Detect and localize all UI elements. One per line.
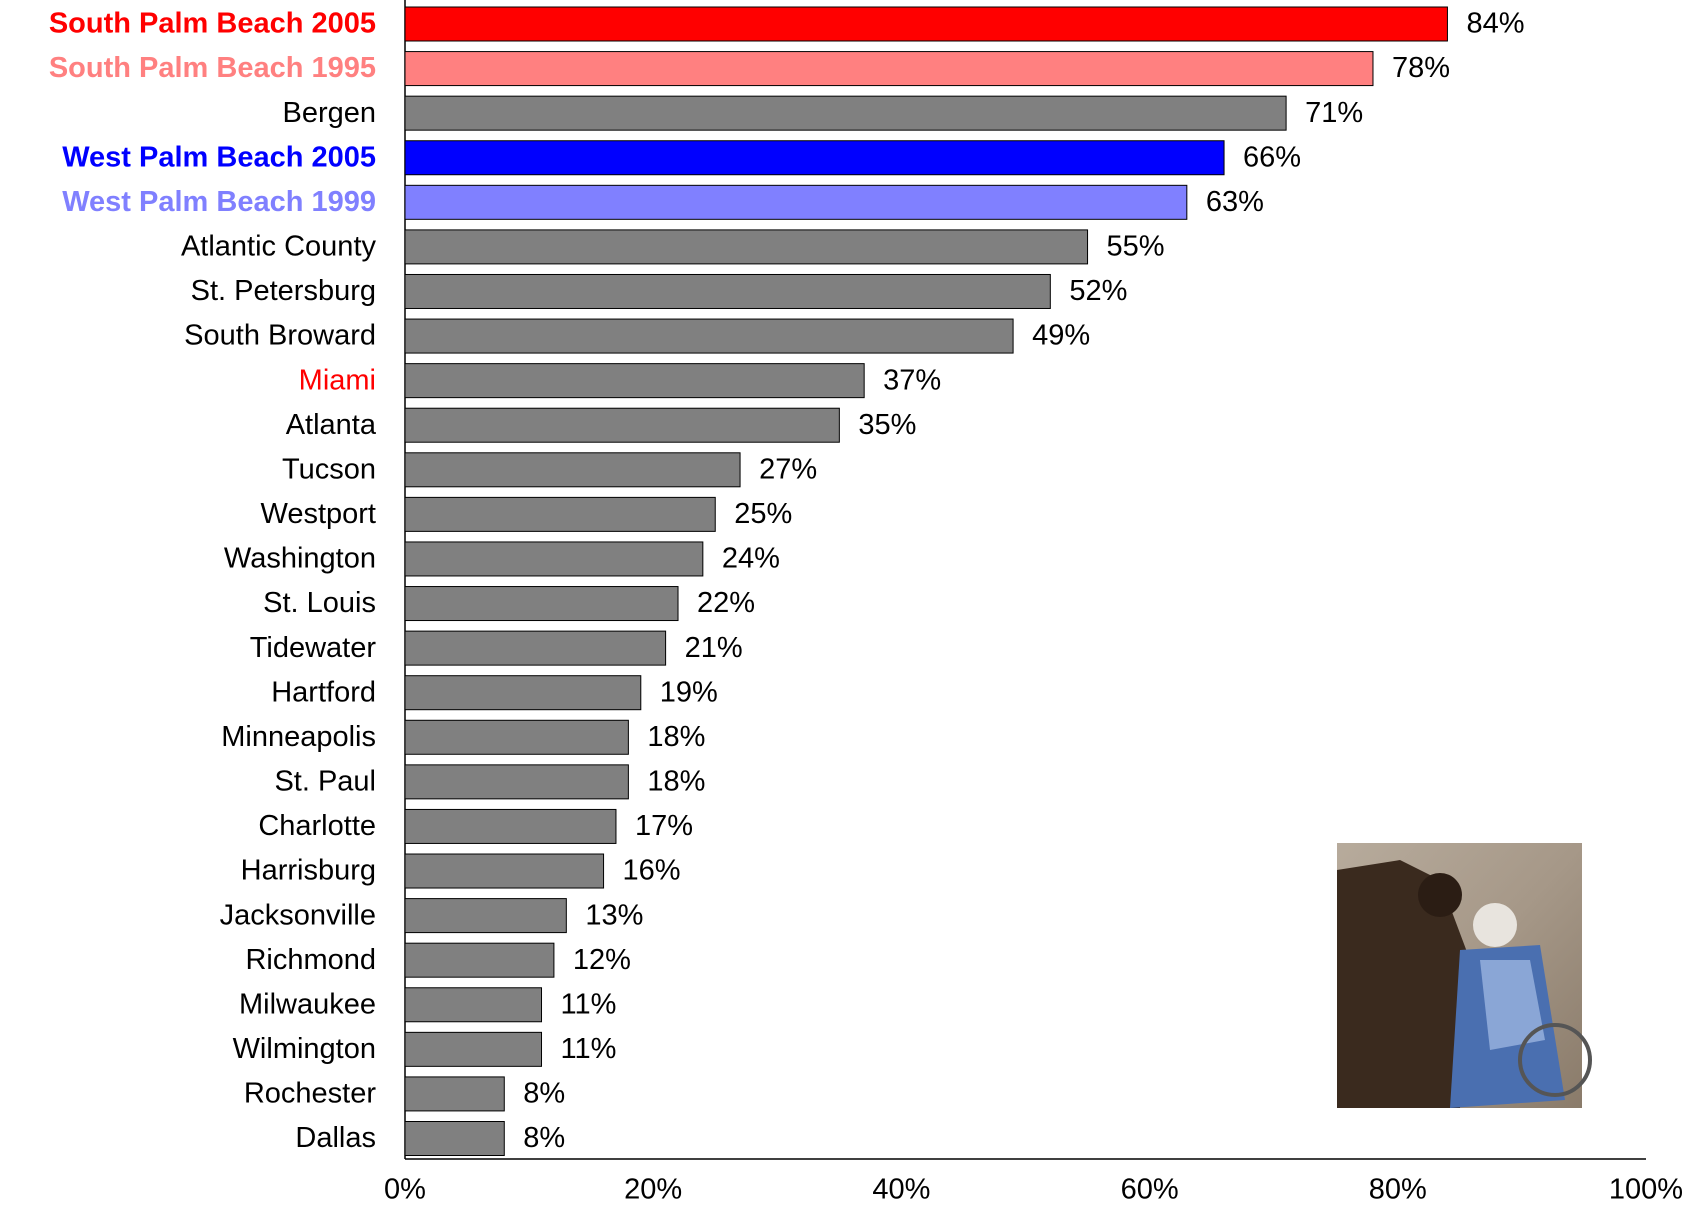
- category-label: Dallas: [295, 1122, 376, 1154]
- value-label: 84%: [1466, 8, 1524, 40]
- value-label: 24%: [722, 543, 780, 575]
- category-label: Washington: [224, 543, 376, 575]
- bar: [405, 185, 1187, 219]
- bar: [405, 587, 678, 621]
- value-label: 21%: [685, 632, 743, 664]
- value-label: 25%: [734, 498, 792, 530]
- value-label: 52%: [1069, 275, 1127, 307]
- bar: [405, 497, 715, 531]
- x-tick-label: 40%: [872, 1174, 930, 1206]
- value-label: 78%: [1392, 52, 1450, 84]
- category-label: Bergen: [282, 97, 376, 129]
- category-label: South Palm Beach 2005: [49, 8, 376, 40]
- category-label: Atlanta: [286, 409, 377, 441]
- x-tick-label: 0%: [384, 1174, 426, 1206]
- bar: [405, 542, 703, 576]
- x-tick-label: 60%: [1121, 1174, 1179, 1206]
- category-label: Tidewater: [250, 632, 377, 664]
- category-label: Miami: [299, 364, 376, 396]
- value-label: 18%: [647, 766, 705, 798]
- bar: [405, 96, 1286, 130]
- bar: [405, 809, 616, 843]
- x-tick-label: 80%: [1369, 1174, 1427, 1206]
- photo: [1337, 843, 1590, 1108]
- bar: [405, 988, 542, 1022]
- category-label: Milwaukee: [239, 988, 376, 1020]
- value-label: 22%: [697, 587, 755, 619]
- category-label: Wilmington: [233, 1033, 376, 1065]
- chart: 0% 20% 40% 60% 80% 100% South Palm Beach 2005 8…: [0, 0, 1692, 1206]
- category-label: Minneapolis: [221, 721, 376, 753]
- category-label: Richmond: [245, 944, 376, 976]
- value-label: 11%: [561, 988, 617, 1020]
- page: {"chart_data": {"type": "hbar", "categor…: [0, 0, 1692, 1206]
- category-label: South Broward: [184, 320, 376, 352]
- bar: [405, 631, 666, 665]
- category-label: Hartford: [271, 676, 376, 708]
- value-label: 63%: [1206, 186, 1264, 218]
- bar: [405, 230, 1088, 264]
- category-label: Harrisburg: [241, 855, 376, 887]
- value-label: 35%: [858, 409, 916, 441]
- value-label: 8%: [523, 1078, 565, 1110]
- value-label: 71%: [1305, 97, 1363, 129]
- bar: [405, 943, 554, 977]
- category-label: Tucson: [282, 453, 376, 485]
- category-label: Charlotte: [258, 810, 376, 842]
- value-label: 11%: [561, 1033, 617, 1065]
- value-label: 17%: [635, 810, 693, 842]
- value-label: 18%: [647, 721, 705, 753]
- value-label: 66%: [1243, 141, 1301, 173]
- category-label: St. Petersburg: [191, 275, 376, 307]
- bar: [405, 364, 864, 398]
- bar: [405, 274, 1050, 308]
- value-label: 49%: [1032, 320, 1090, 352]
- bar: [405, 319, 1013, 353]
- category-label: Atlantic County: [181, 231, 377, 263]
- x-tick-label: 20%: [624, 1174, 682, 1206]
- bar: [405, 52, 1373, 86]
- category-label: St. Paul: [274, 766, 376, 798]
- category-label: West Palm Beach 2005: [62, 141, 376, 173]
- category-label: South Palm Beach 1995: [49, 52, 376, 84]
- value-label: 8%: [523, 1122, 565, 1154]
- bar: [405, 408, 839, 442]
- bar: [405, 854, 604, 888]
- bar: [405, 765, 628, 799]
- category-label: Jacksonville: [220, 899, 376, 931]
- value-label: 37%: [883, 364, 941, 396]
- category-label: St. Louis: [263, 587, 376, 619]
- category-label: West Palm Beach 1999: [62, 186, 376, 218]
- value-label: 13%: [585, 899, 643, 931]
- bar: [405, 1122, 504, 1156]
- bar: [405, 453, 740, 487]
- bar: [405, 1032, 542, 1066]
- value-label: 19%: [660, 676, 718, 708]
- value-label: 12%: [573, 944, 631, 976]
- value-label: 16%: [623, 855, 681, 887]
- bar: [405, 676, 641, 710]
- bar: [405, 141, 1224, 175]
- value-label: 55%: [1107, 231, 1165, 263]
- bar: [405, 7, 1447, 41]
- bar: [405, 720, 628, 754]
- category-label: Rochester: [244, 1078, 377, 1110]
- bar: [405, 1077, 504, 1111]
- category-label: Westport: [260, 498, 376, 530]
- value-label: 27%: [759, 453, 817, 485]
- bar: [405, 899, 566, 933]
- x-tick-label: 100%: [1609, 1174, 1683, 1206]
